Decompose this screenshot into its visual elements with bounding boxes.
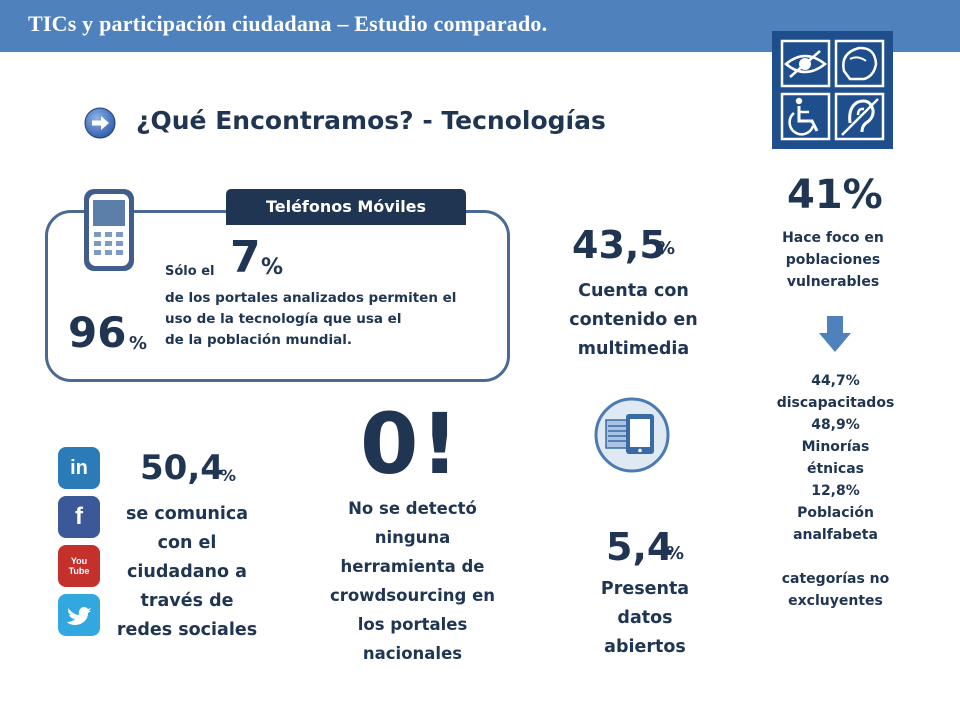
open-data-sign: % [666, 543, 685, 564]
social-sign: % [220, 466, 237, 485]
multimedia-value: 43,5 [572, 223, 666, 267]
open-data-line: abiertos [604, 637, 686, 657]
social-value: 50,4 [140, 448, 224, 488]
note-line: excluyentes [788, 593, 883, 609]
hearing-icon [841, 98, 879, 136]
accessibility-icon [772, 31, 893, 149]
multimedia-line: multimedia [577, 339, 690, 359]
tablet-documents-icon [594, 397, 670, 473]
mobile-phone-icon [84, 189, 134, 271]
crowdsourcing-line: crowdsourcing en [329, 586, 496, 605]
open-data-line: Presenta [600, 579, 690, 599]
solo-label: Sólo el [165, 264, 215, 279]
section-subtitle: ¿Qué Encontramos? - Tecnologías [136, 106, 606, 135]
crowdsourcing-line: los portales [357, 615, 468, 634]
youtube-icon: You Tube [58, 545, 100, 587]
stat-line: 48,9% [811, 417, 860, 433]
stat-line: analfabeta [793, 527, 878, 543]
open-data-description: Presenta datos abiertos [585, 575, 705, 662]
eye-icon [784, 50, 828, 78]
population-sign: % [129, 333, 148, 354]
facebook-icon: f [58, 496, 100, 538]
arrow-right-icon [84, 107, 116, 139]
crowdsourcing-line: herramienta de [340, 557, 485, 576]
open-data-value: 5,4 [606, 525, 674, 569]
stat-line: 12,8% [811, 483, 860, 499]
mobile-percent-sign: % [261, 255, 284, 280]
stat-line: discapacitados [776, 395, 895, 411]
head-icon [842, 46, 878, 81]
crowdsourcing-line: ninguna [374, 528, 451, 547]
social-line: con el [157, 533, 217, 553]
stat-line: 44,7% [811, 373, 860, 389]
mobile-description-line: de la población mundial. [165, 332, 352, 348]
multimedia-description: Cuenta con contenido en multimedia [561, 277, 706, 364]
crowdsourcing-line: nacionales [362, 644, 463, 663]
multimedia-line: contenido en [569, 310, 698, 330]
vulnerable-stats: 44,7% discapacitados 48,9% Minorías étni… [768, 370, 903, 612]
linkedin-icon: in [58, 447, 100, 489]
mobile-description-line: uso de la tecnología que usa el [165, 311, 402, 327]
page-header-title: TICs y participación ciudadana – Estudio… [28, 11, 548, 36]
vulnerable-description: Hace foco en poblaciones vulnerables [768, 227, 898, 293]
mobile-description-line: de los portales analizados permiten el [165, 290, 457, 306]
wheelchair-icon [788, 97, 819, 136]
twitter-icon [58, 594, 100, 636]
multimedia-line: Cuenta con [578, 281, 689, 301]
vulnerable-line: poblaciones [785, 252, 881, 268]
multimedia-sign: % [657, 238, 676, 259]
stat-line: Minorías [801, 439, 870, 455]
arrow-down-icon [819, 316, 851, 352]
social-line: través de [140, 591, 234, 611]
stat-line: Población [797, 505, 874, 521]
social-line: ciudadano a [127, 562, 247, 582]
mobile-description: de los portales analizados permiten el u… [165, 288, 505, 351]
mobile-tab-label: Teléfonos Móviles [226, 189, 466, 225]
open-data-line: datos [617, 608, 673, 628]
crowdsourcing-description: No se detectó ninguna herramienta de cro… [320, 494, 505, 668]
population-value: 96 [68, 308, 127, 357]
social-line: redes sociales [116, 620, 258, 640]
mobile-percent-value: 7 [230, 232, 261, 283]
social-icons: in f You Tube [58, 447, 102, 643]
social-description: se comunica con el ciudadano a través de… [112, 500, 262, 645]
stat-line: étnicas [806, 461, 865, 477]
vulnerable-value: 41% [787, 172, 883, 218]
crowdsourcing-value: 0! [360, 395, 461, 493]
social-line: se comunica [125, 504, 249, 524]
note-line: categorías no [781, 571, 890, 587]
vulnerable-line: vulnerables [786, 274, 880, 290]
crowdsourcing-line: No se detectó [348, 499, 477, 518]
vulnerable-line: Hace foco en [782, 230, 884, 246]
twitter-bird-icon [67, 607, 91, 625]
